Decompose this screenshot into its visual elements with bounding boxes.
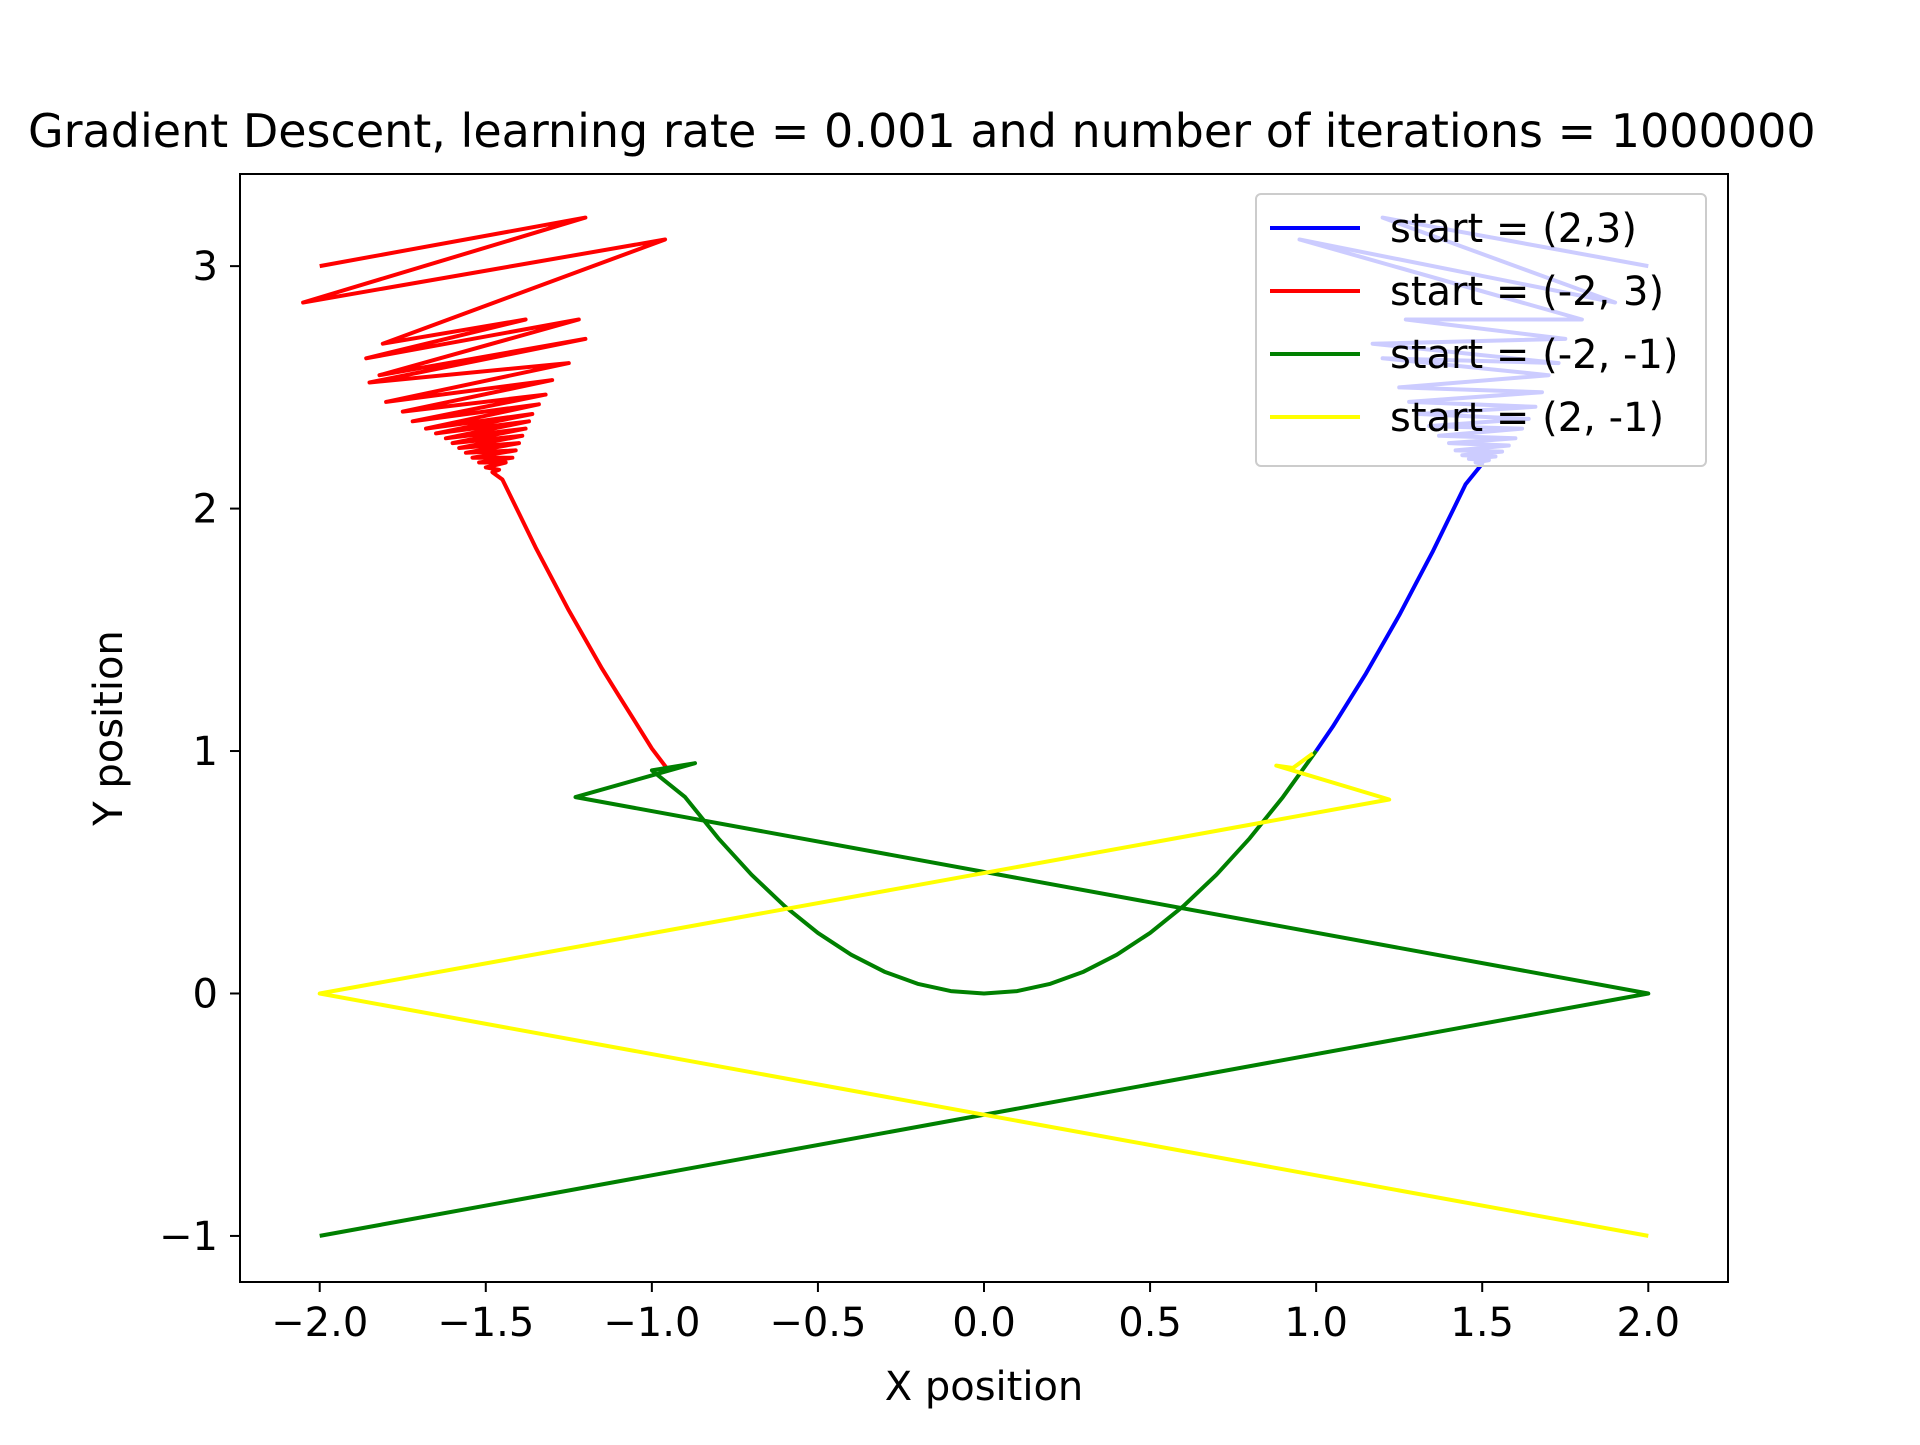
y-tick-label: −1: [159, 1214, 218, 1260]
y-axis-label: Y position: [86, 630, 132, 827]
x-tick-label: −1.5: [437, 1300, 534, 1346]
x-tick-label: −1.0: [603, 1300, 700, 1346]
series-line-4: [317, 751, 1649, 1238]
x-tick-label: 0.0: [952, 1300, 1016, 1346]
y-tick-label: 2: [193, 487, 218, 533]
x-axis: −2.0 −1.5 −1.0 −0.5 0.0 0.5 1.0 1.5 2.0: [271, 1282, 1680, 1346]
x-tick-label: 1.0: [1284, 1300, 1348, 1346]
legend: start = (2,3) start = (-2, 3) start = (-2,…: [1255, 193, 1707, 467]
y-tick-label: 0: [193, 971, 218, 1017]
x-tick-label: 1.5: [1450, 1300, 1514, 1346]
y-tick-label: 1: [193, 729, 218, 775]
legend-label: start = (-2, -1): [1390, 332, 1679, 378]
x-tick-label: 0.5: [1118, 1300, 1182, 1346]
legend-label: start = (2, -1): [1390, 395, 1664, 441]
x-tick-label: −2.0: [271, 1300, 368, 1346]
series-line-3: [319, 749, 1651, 1238]
chart-title: Gradient Descent, learning rate = 0.001 …: [28, 104, 1816, 158]
y-tick-label: 3: [193, 244, 218, 290]
legend-label: start = (-2, 3): [1390, 269, 1664, 315]
legend-box: [1255, 193, 1707, 467]
x-axis-label: X position: [885, 1364, 1084, 1410]
y-axis: −1 0 1 2 3: [159, 244, 240, 1260]
series-line-2: [301, 215, 671, 772]
legend-label: start = (2,3): [1390, 206, 1637, 252]
x-tick-label: −0.5: [769, 1300, 866, 1346]
x-tick-label: 2.0: [1616, 1300, 1680, 1346]
